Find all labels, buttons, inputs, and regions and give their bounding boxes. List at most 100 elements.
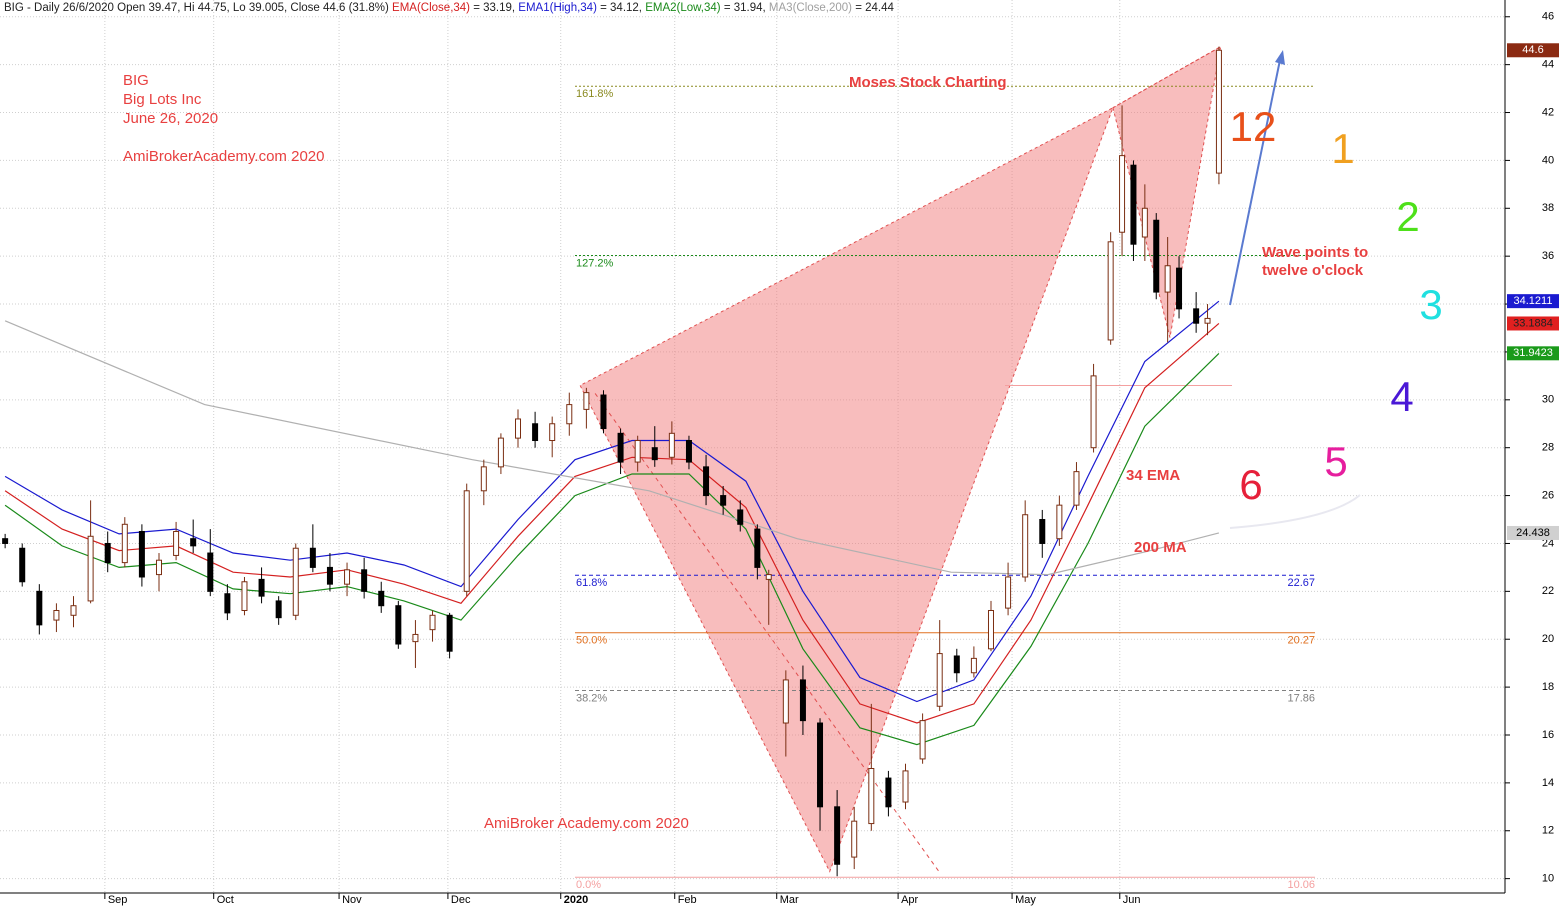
candle-body — [258, 578, 265, 597]
candle-body — [970, 657, 977, 674]
candle-body — [1193, 308, 1200, 324]
header-part: EMA2(Low,34) — [645, 2, 721, 14]
clock-arc — [1229, 494, 1361, 529]
candle-body — [1073, 471, 1080, 506]
candle-body — [480, 466, 487, 492]
candle-body — [549, 423, 556, 442]
x-tick-label: 2020 — [564, 894, 588, 906]
indicator-line — [4, 322, 1220, 724]
y-tick-label: 44 — [1542, 59, 1554, 71]
y-tick-label: 42 — [1542, 106, 1554, 118]
clock-number: 1 — [1331, 125, 1354, 172]
y-tick-label: 28 — [1542, 442, 1554, 454]
y-tick-label: 40 — [1542, 154, 1554, 166]
clock-number: 5 — [1324, 438, 1347, 485]
y-tick-label: 12 — [1542, 825, 1554, 837]
x-tick-label: Feb — [678, 894, 697, 906]
clock-number: 3 — [1419, 281, 1442, 328]
candle-body — [2, 538, 9, 544]
candle-body — [782, 679, 789, 724]
clock-number: 6 — [1239, 461, 1262, 508]
pattern-projection — [594, 393, 941, 874]
header-part: = 34.12, — [597, 2, 645, 14]
x-tick-label: Oct — [217, 894, 234, 906]
candle-body — [1141, 207, 1148, 238]
last-value-label: 24.438 — [1516, 527, 1550, 539]
date: June 26, 2020 — [123, 110, 218, 127]
candle-body — [463, 490, 470, 592]
candle-body — [1176, 267, 1183, 310]
candle-body — [1153, 219, 1160, 293]
candle-body — [953, 655, 960, 674]
candle-body — [817, 722, 824, 808]
x-tick-label: May — [1015, 894, 1036, 906]
arrow — [1229, 54, 1282, 306]
candle-body — [155, 559, 162, 576]
candle-body — [987, 609, 994, 650]
y-tick-label: 26 — [1542, 489, 1554, 501]
y-tick-label: 20 — [1542, 633, 1554, 645]
candle-body — [344, 569, 351, 585]
candle-body — [395, 605, 402, 645]
candle-body — [600, 394, 607, 430]
candle-body — [617, 432, 624, 463]
y-tick-label: 14 — [1542, 777, 1554, 789]
site-bottom: AmiBroker Academy.com 2020 — [484, 815, 689, 832]
last-value-label: 34.1211 — [1514, 295, 1553, 307]
candle-body — [241, 581, 248, 611]
fib-label: 161.8% — [576, 88, 614, 100]
x-tick-label: Dec — [451, 894, 471, 906]
candle-body — [532, 423, 539, 442]
last-value-box — [1507, 525, 1559, 540]
candle-body — [190, 538, 197, 547]
candle-body — [429, 614, 436, 631]
lines-layer — [4, 300, 1220, 746]
candle-body — [634, 440, 641, 463]
candle-body — [765, 574, 772, 580]
company: Big Lots Inc — [123, 91, 202, 108]
wave-text: twelve o'clock — [1262, 262, 1364, 279]
y-tick-label: 38 — [1542, 202, 1554, 214]
clock-number: 12 — [1230, 103, 1277, 150]
candle-body — [754, 528, 761, 568]
y-tick-label: 36 — [1542, 250, 1554, 262]
fib-value: 17.86 — [1287, 692, 1315, 704]
candle-body — [1119, 155, 1126, 233]
indicator-line — [4, 352, 1220, 746]
fib-label: 127.2% — [576, 257, 614, 269]
last-value-box — [1507, 316, 1559, 331]
fib-layer: 161.8% 127.2% 61.8% 22.67 50.0% 20.27 38.2% 17.… — [575, 85, 1315, 891]
ema-label: 34 EMA — [1126, 467, 1180, 484]
fib-label: 61.8% — [576, 577, 607, 589]
x-tick-label: Sep — [108, 894, 128, 906]
wave-text: Wave points to — [1262, 244, 1368, 261]
candle-body — [737, 509, 744, 525]
candle-body — [104, 542, 111, 564]
candle-body — [1204, 317, 1211, 324]
fib-label: 50.0% — [576, 635, 607, 647]
pattern-layer — [579, 45, 1232, 874]
candle-body — [292, 547, 299, 616]
candle-body — [138, 530, 145, 578]
clock-number: 4 — [1390, 373, 1413, 420]
candle-body — [1215, 49, 1222, 174]
candle-body — [936, 653, 943, 707]
candle-body — [1005, 576, 1012, 609]
candle-body — [515, 418, 522, 439]
y-tick-label: 24 — [1542, 537, 1554, 549]
credit: Moses Stock Charting — [849, 74, 1007, 91]
candle-body — [1056, 504, 1063, 540]
last-value-box — [1507, 294, 1559, 309]
candle-body — [207, 552, 214, 592]
y-tick-label: 30 — [1542, 394, 1554, 406]
x-tick-label: Mar — [780, 894, 799, 906]
candle-body — [651, 447, 658, 461]
last-value-label: 31.9423 — [1513, 347, 1553, 359]
header-part: EMA(Close,34) — [392, 2, 470, 14]
candle-body — [566, 404, 573, 425]
candle-body — [1090, 375, 1097, 449]
candle-body — [851, 820, 858, 858]
fib-value: 20.27 — [1287, 635, 1315, 647]
